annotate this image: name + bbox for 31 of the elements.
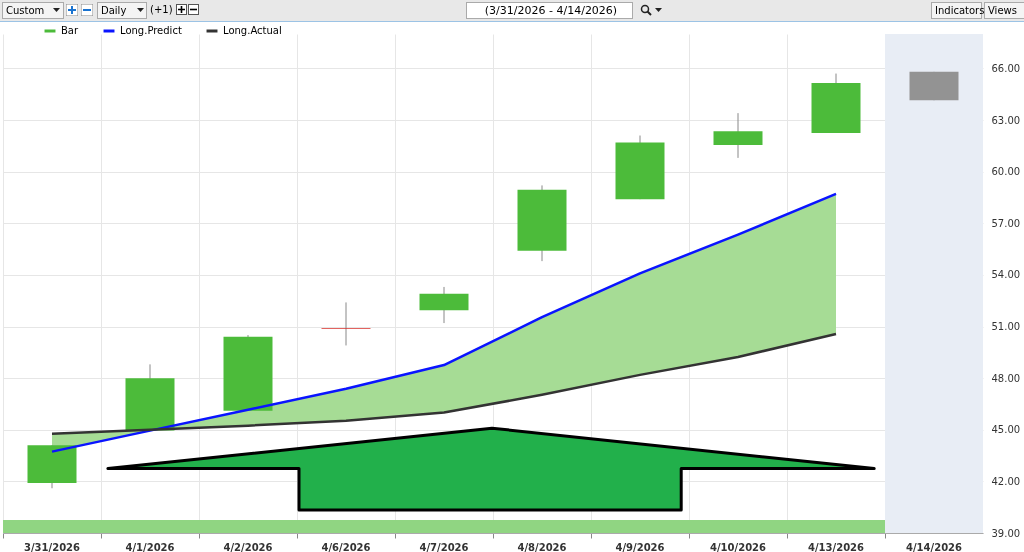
text: Views [984, 2, 1024, 19]
legend-label: Long.Actual [223, 25, 282, 36]
x-tick-label: 4/7/2026 [419, 541, 469, 552]
legend-label: Bar [61, 25, 79, 36]
legend-label: Long.Predict [120, 25, 182, 36]
text: Indicators [931, 2, 985, 19]
text: (+1) [150, 4, 173, 15]
x-tick-label: 4/14/2026 [905, 541, 963, 552]
x-tick-label: 4/8/2026 [517, 541, 567, 552]
y-tick-label: 60.00 [991, 166, 1021, 178]
y-tick-label: 45.00 [991, 424, 1021, 436]
text: Custom [2, 2, 64, 19]
y-tick-label: 51.00 [991, 321, 1021, 333]
chart-title: (3/31/2026 - 4/14/2026) [466, 2, 633, 19]
line-series [50, 332, 838, 435]
x-tick-label: 4/6/2026 [321, 541, 371, 552]
y-tick-label: 48.00 [991, 372, 1021, 384]
y-tick-label: 66.00 [991, 62, 1021, 74]
x-tick-label: 4/1/2026 [125, 541, 175, 552]
x-tick-label: 4/9/2026 [615, 541, 665, 552]
y-tick-label: 42.00 [991, 475, 1021, 487]
x-tick-label: 3/31/2026 [23, 541, 81, 552]
text: Daily [97, 2, 147, 19]
y-tick-label: 39.00 [991, 527, 1021, 539]
y-tick-label: 57.00 [991, 217, 1021, 229]
x-tick-label: 4/10/2026 [709, 541, 767, 552]
y-tick-label: 63.00 [991, 114, 1021, 126]
candlestick [321, 301, 371, 346]
x-tick-label: 4/13/2026 [807, 541, 865, 552]
y-tick-label: 54.00 [991, 269, 1021, 281]
x-tick-label: 4/2/2026 [223, 541, 273, 552]
